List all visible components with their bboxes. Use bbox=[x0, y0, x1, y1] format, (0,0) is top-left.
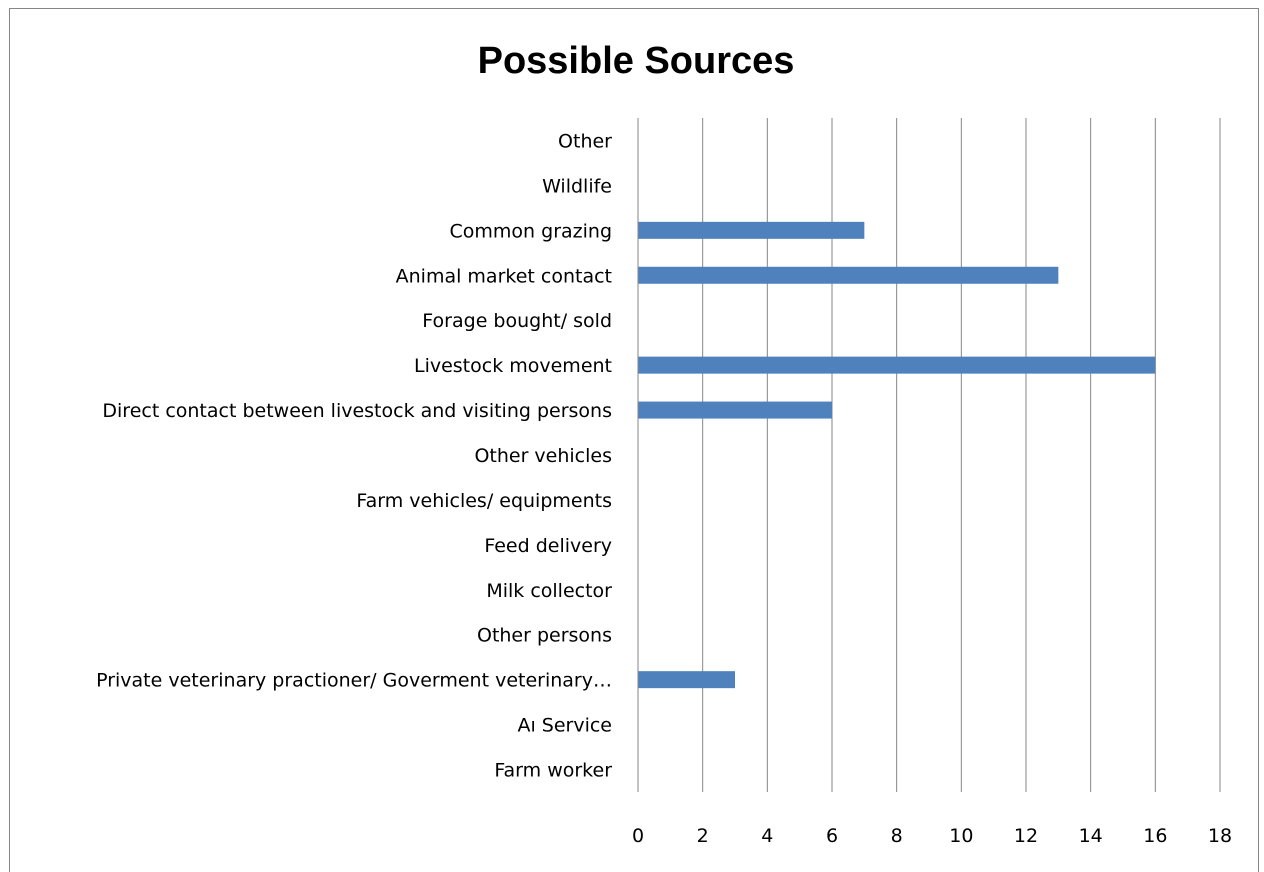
category-label: Aı Service bbox=[517, 715, 612, 737]
x-tick-label: 4 bbox=[761, 825, 773, 847]
x-tick-label: 12 bbox=[1014, 825, 1038, 847]
chart-frame bbox=[9, 8, 1259, 872]
x-tick-label: 16 bbox=[1143, 825, 1167, 847]
category-labels: Other Wildlife Common grazing Animal market… bbox=[96, 130, 612, 781]
category-label: Milk collector bbox=[486, 580, 612, 602]
chart-title: Possible Sources bbox=[478, 40, 795, 82]
category-label: Animal market contact bbox=[396, 265, 612, 287]
x-tick-label: 6 bbox=[826, 825, 838, 847]
bar bbox=[638, 401, 832, 419]
category-label: Livestock movement bbox=[414, 355, 612, 377]
x-tick-labels: 0 2 4 6 8 10 12 14 16 18 bbox=[632, 825, 1232, 847]
bar bbox=[638, 221, 865, 239]
category-label: Other persons bbox=[477, 625, 612, 647]
category-label: Feed delivery bbox=[484, 535, 612, 557]
category-label: Farm worker bbox=[494, 760, 612, 782]
gridlines bbox=[702, 118, 1221, 792]
category-label: Wildlife bbox=[542, 175, 612, 197]
bars bbox=[638, 221, 1156, 689]
category-label: Forage bought/ sold bbox=[422, 310, 612, 332]
category-label: Other bbox=[558, 130, 612, 152]
category-label: Common grazing bbox=[450, 220, 612, 242]
x-tick-label: 18 bbox=[1208, 825, 1232, 847]
x-tick-label: 0 bbox=[632, 825, 644, 847]
x-tick-label: 2 bbox=[697, 825, 709, 847]
bar bbox=[638, 356, 1156, 374]
category-label: Private veterinary practioner/ Goverment… bbox=[96, 670, 612, 692]
bar bbox=[638, 266, 1059, 284]
category-label: Other vehicles bbox=[474, 445, 612, 467]
category-label: Farm vehicles/ equipments bbox=[356, 490, 612, 512]
x-tick-label: 8 bbox=[891, 825, 903, 847]
category-label: Direct contact between livestock and vis… bbox=[102, 400, 612, 422]
x-tick-label: 14 bbox=[1079, 825, 1103, 847]
x-tick-label: 10 bbox=[949, 825, 973, 847]
bar bbox=[638, 671, 735, 689]
